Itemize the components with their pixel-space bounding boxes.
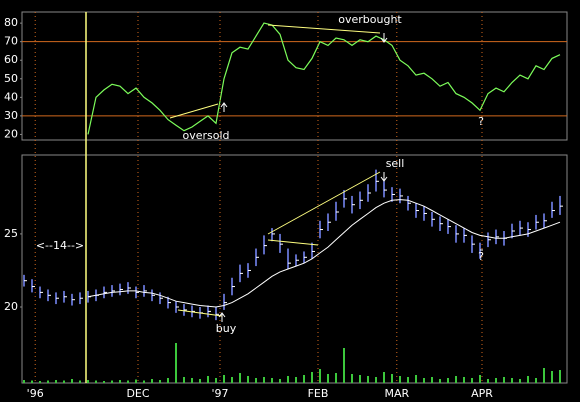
y-tick-label: 50 [4,72,18,85]
x-tick-label: APR [471,387,493,400]
trend-line [169,103,219,119]
annotation: ? [478,250,484,263]
moving-average [87,199,561,308]
annotation: ? [478,115,484,128]
arrow [218,312,226,322]
y-tick-label: 30 [4,109,18,122]
y-tick-label: 25 [4,227,18,240]
x-tick-label: DEC [126,387,149,400]
annotation: <--14--> [36,239,84,252]
x-tick-label: MAR [384,387,409,400]
y-tick-label: 60 [4,53,18,66]
x-tick-label: '96 [27,387,44,400]
arrow [380,172,388,182]
trend-line [267,171,381,235]
y-tick-label: 20 [4,127,18,140]
price-panel [21,154,568,384]
annotation: overbought [338,13,402,26]
rsi-line [87,22,561,135]
y-tick-label: 20 [4,300,18,313]
arrow [220,102,228,112]
trend-line [267,239,319,246]
annotation: buy [216,322,237,335]
rsi-panel [21,11,568,141]
trend-line [267,24,381,34]
x-tick-label: '97 [211,387,228,400]
y-tick-label: 70 [4,35,18,48]
annotation: sell [386,157,405,170]
annotation: oversold [182,129,229,142]
y-tick-label: 80 [4,16,18,29]
x-tick-label: FEB [308,387,329,400]
arrow [380,33,388,43]
y-tick-label: 40 [4,90,18,103]
trend-line [177,309,223,317]
